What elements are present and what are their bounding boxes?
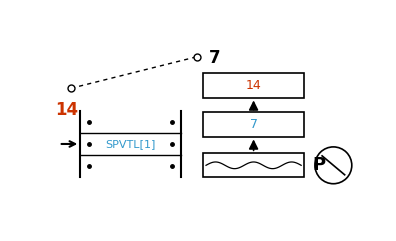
Text: 7: 7 xyxy=(209,49,221,67)
FancyBboxPatch shape xyxy=(203,112,304,137)
Text: 14: 14 xyxy=(246,79,261,92)
Text: 7: 7 xyxy=(249,118,257,131)
Text: P: P xyxy=(312,156,325,174)
FancyBboxPatch shape xyxy=(203,74,304,98)
Text: 14: 14 xyxy=(55,101,79,119)
FancyBboxPatch shape xyxy=(203,153,304,177)
Text: SPVTL[1]: SPVTL[1] xyxy=(106,139,156,149)
